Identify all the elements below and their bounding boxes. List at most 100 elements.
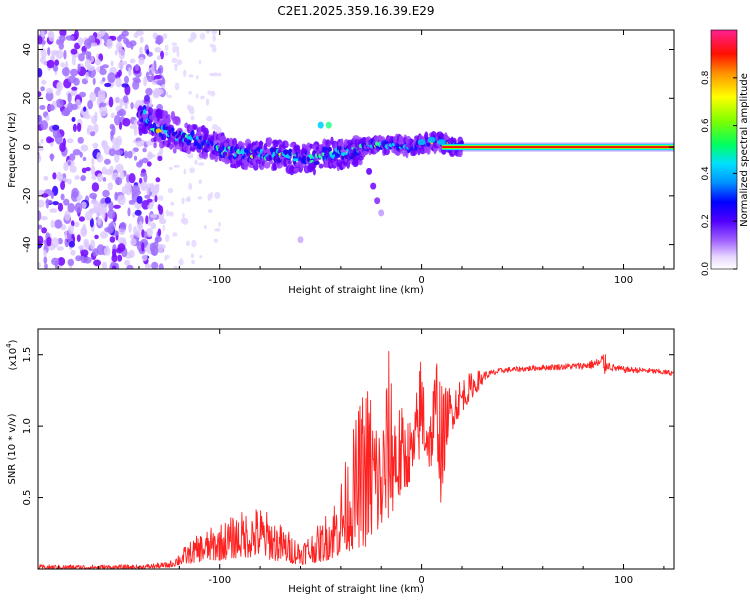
noise-blob bbox=[38, 142, 41, 147]
ridge-halo-blob bbox=[287, 160, 292, 165]
noise-blob bbox=[87, 100, 93, 110]
noise-blob bbox=[139, 36, 144, 44]
ridge-halo-blob bbox=[266, 137, 273, 146]
noise-blob bbox=[77, 136, 84, 144]
noise-blob bbox=[101, 203, 108, 214]
noise-blob bbox=[101, 64, 109, 69]
ridge-extra-blob bbox=[317, 121, 324, 129]
noise-blob bbox=[155, 39, 162, 45]
noise-blob bbox=[38, 35, 43, 45]
noise-blob bbox=[38, 261, 41, 268]
noise-blob bbox=[68, 224, 74, 234]
spectrogram-heat-layer bbox=[38, 30, 674, 269]
noise-blob bbox=[60, 62, 65, 68]
spectrogram-y-ticks: -40 -20 0 20 40 bbox=[22, 43, 674, 253]
noise-blob bbox=[132, 212, 136, 219]
noise-blob bbox=[119, 98, 123, 109]
noise-blob bbox=[46, 87, 53, 94]
noise-blob bbox=[83, 256, 92, 264]
noise-blob bbox=[119, 222, 127, 230]
noise-blob bbox=[85, 50, 90, 61]
noise-blob bbox=[162, 33, 168, 40]
noise-blob bbox=[57, 257, 66, 266]
noise-blob bbox=[170, 201, 175, 206]
noise-blob bbox=[110, 60, 114, 67]
noise-blob bbox=[38, 91, 42, 97]
ridge-peak-blob bbox=[155, 128, 162, 134]
ridge-halo-blob bbox=[368, 149, 372, 156]
noise-blob bbox=[205, 30, 210, 34]
noise-blob bbox=[87, 124, 93, 133]
noise-blob bbox=[69, 153, 76, 161]
ridge-extra-blob bbox=[374, 197, 381, 205]
noise-blob bbox=[50, 153, 54, 162]
noise-blob bbox=[145, 227, 153, 238]
noise-blob bbox=[129, 124, 138, 129]
ridge-extra-blob bbox=[378, 209, 385, 217]
noise-blob bbox=[147, 153, 156, 158]
noise-blob bbox=[92, 77, 96, 86]
ridge-peak-blob bbox=[292, 158, 299, 162]
snr-x-label: Height of straight line (km) bbox=[288, 584, 424, 595]
noise-blob bbox=[124, 75, 129, 84]
noise-blob bbox=[102, 177, 107, 182]
noise-blob bbox=[114, 152, 120, 163]
ridge-peak-blob bbox=[163, 129, 168, 134]
noise-blob bbox=[76, 196, 81, 202]
noise-blob bbox=[164, 254, 170, 259]
ridge-extra-blob bbox=[297, 236, 304, 244]
noise-blob bbox=[38, 153, 42, 164]
noise-blob bbox=[59, 30, 67, 37]
noise-blob bbox=[38, 68, 43, 78]
noise-blob bbox=[171, 57, 178, 64]
carrier-bump bbox=[417, 139, 426, 146]
ridge-halo-blob bbox=[142, 129, 149, 135]
noise-blob bbox=[217, 72, 222, 77]
noise-blob bbox=[138, 56, 145, 65]
noise-blob bbox=[133, 155, 138, 161]
noise-blob bbox=[195, 93, 199, 99]
noise-blob bbox=[57, 202, 64, 212]
ridge-halo-blob bbox=[272, 139, 279, 145]
colorbar-label: Normalized spectral amplitude bbox=[739, 73, 750, 227]
ridge-halo-blob bbox=[192, 124, 198, 130]
noise-blob bbox=[91, 175, 97, 180]
noise-blob bbox=[45, 199, 53, 204]
noise-blob bbox=[38, 224, 43, 230]
y-tick-label: -20 bbox=[22, 188, 33, 204]
noise-blob bbox=[124, 182, 132, 191]
noise-blob bbox=[130, 238, 137, 246]
noise-blob bbox=[49, 208, 58, 213]
ridge-extra-blob bbox=[370, 182, 377, 190]
noise-blob bbox=[122, 117, 131, 127]
noise-blob bbox=[218, 222, 221, 227]
spectrogram-y-label: Frequency (Hz) bbox=[7, 112, 18, 188]
noise-blob bbox=[116, 110, 124, 116]
ridge-core-blob bbox=[158, 132, 163, 137]
noise-blob bbox=[61, 67, 70, 77]
noise-blob bbox=[80, 175, 86, 181]
noise-blob bbox=[154, 47, 162, 53]
noise-blob bbox=[74, 175, 80, 180]
noise-blob bbox=[182, 212, 185, 219]
noise-blob bbox=[92, 142, 99, 149]
noise-blob bbox=[174, 82, 180, 91]
noise-blob bbox=[72, 149, 81, 156]
noise-blob bbox=[129, 58, 136, 64]
noise-blob bbox=[133, 32, 139, 39]
noise-blob bbox=[71, 187, 79, 199]
noise-blob bbox=[85, 71, 89, 81]
noise-blob bbox=[91, 182, 100, 192]
ridge-halo-blob bbox=[202, 151, 209, 160]
noise-blob bbox=[139, 46, 143, 55]
noise-blob bbox=[38, 210, 42, 222]
noise-blob bbox=[107, 209, 116, 219]
noise-blob bbox=[210, 90, 216, 97]
noise-blob bbox=[69, 165, 77, 173]
noise-blob bbox=[38, 115, 43, 125]
noise-blob bbox=[83, 106, 87, 112]
noise-blob bbox=[157, 204, 161, 211]
noise-blob bbox=[185, 197, 191, 203]
noise-blob bbox=[110, 112, 115, 119]
noise-blob bbox=[134, 209, 142, 216]
